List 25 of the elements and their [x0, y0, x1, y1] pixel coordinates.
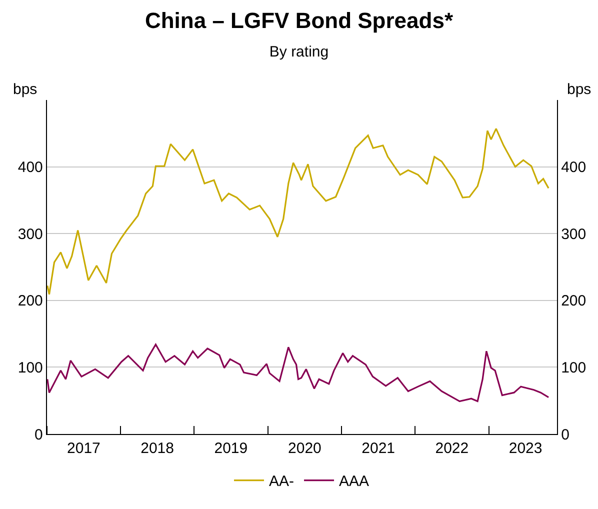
- y2-tick-label: 100: [561, 359, 586, 376]
- x-tick-label: 2022: [435, 440, 469, 458]
- y-tick-label: 200: [18, 292, 43, 310]
- x-tick-label: 2018: [140, 440, 174, 458]
- chart-title: China – LGFV Bond Spreads*: [144, 8, 454, 33]
- y2-tick-label: 400: [561, 159, 586, 176]
- y-tick-label: 100: [18, 359, 43, 376]
- y2-tick-label: 200: [561, 292, 586, 310]
- y-axis-title: bps: [13, 81, 38, 98]
- chart-subtitle: By rating: [269, 44, 329, 61]
- y2-tick-label: 300: [561, 226, 586, 243]
- y-tick-label: 400: [18, 159, 43, 176]
- y-tick-label: 0: [34, 426, 43, 444]
- x-tick-label: 2017: [67, 440, 100, 458]
- line-series: [47, 344, 550, 402]
- x-tick-label: 2020: [288, 440, 322, 458]
- y2-tick-label: 0: [561, 426, 570, 444]
- x-tick-label: 2019: [214, 440, 248, 458]
- y-tick-label: 300: [18, 226, 43, 243]
- line-series: [47, 128, 550, 296]
- legend-label: AAA: [339, 473, 370, 490]
- y2-axis-title: bps: [567, 81, 592, 98]
- x-tick-label: 2023: [508, 440, 542, 458]
- legend-label: AA-: [269, 473, 294, 490]
- x-tick-label: 2021: [362, 440, 396, 458]
